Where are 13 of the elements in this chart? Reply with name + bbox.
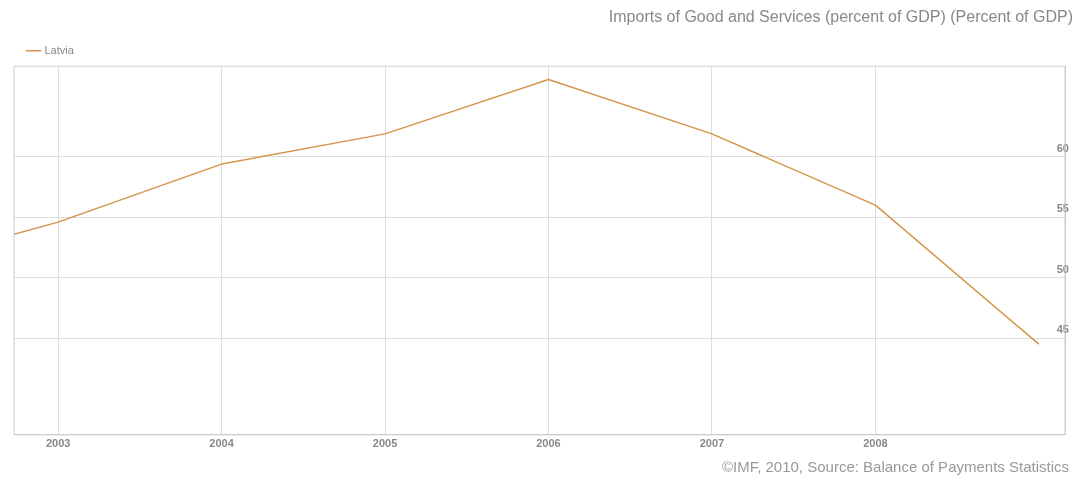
y-tick-label: 55 xyxy=(1056,202,1069,215)
x-tick-label: 2004 xyxy=(209,437,235,450)
y-tick-label: 60 xyxy=(1056,141,1069,154)
x-tick-label: 2006 xyxy=(536,437,561,450)
text: ©IMF, 2010, Source: Balance of Payments Statistics xyxy=(721,458,1069,475)
x-tick-label: 2003 xyxy=(45,437,71,450)
x-tick-label: 2007 xyxy=(699,437,725,450)
y-tick-label: 45 xyxy=(1056,323,1069,336)
y-tick-label: 50 xyxy=(1056,262,1069,275)
chart-title: Imports of Good and Services (percent of GDP) (Percent of GDP) xyxy=(608,8,1073,26)
x-tick-label: 2008 xyxy=(863,437,888,450)
x-tick-label: 2005 xyxy=(372,437,398,450)
legend-label: Latvia xyxy=(44,43,75,56)
